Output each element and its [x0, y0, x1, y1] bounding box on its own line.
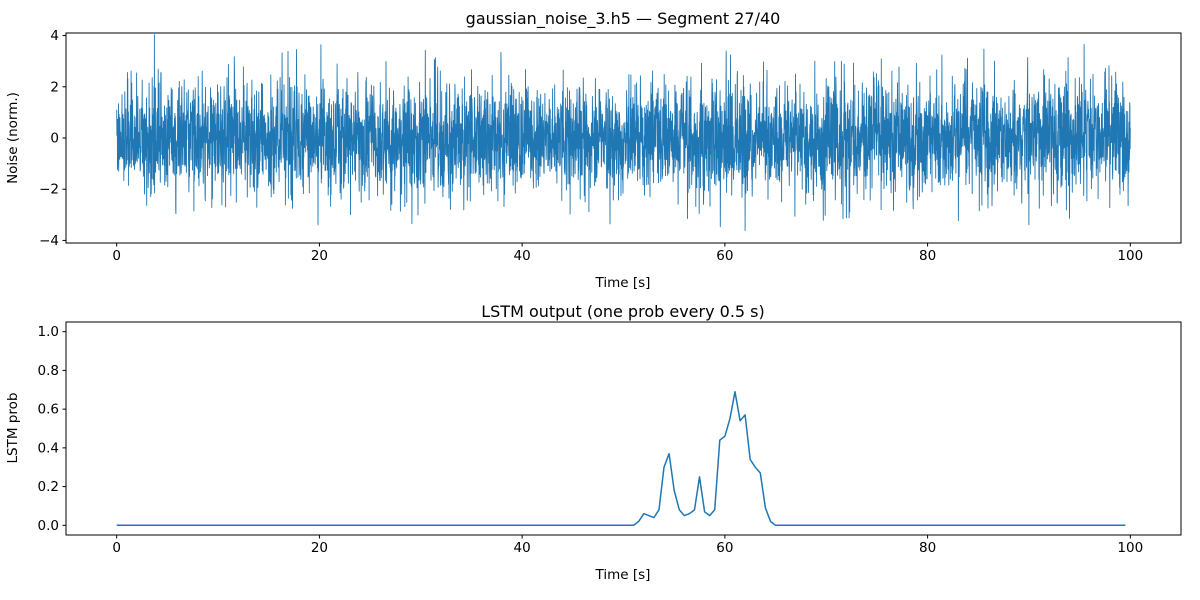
lstm-chart: 0 20 40 60 80 100 0.0 0.2 0.4 0.6 0.8 1.0 LSTM outp… — [5, 302, 1182, 583]
y-tick-label: 0.2 — [38, 479, 59, 495]
noise-chart: 0 20 40 60 80 100 −4 −2 0 2 4 gaussian_noise_3.h5 … — [5, 9, 1182, 291]
y-tick-label: 2 — [50, 79, 59, 95]
lstm-chart-title: LSTM output (one prob every 0.5 s) — [481, 302, 765, 321]
y-tick-label: 0.0 — [38, 518, 59, 534]
x-tick-label: 100 — [1117, 248, 1143, 264]
x-tick-label: 100 — [1117, 540, 1143, 556]
y-tick-label: 4 — [50, 28, 59, 44]
y-tick-label: −2 — [39, 182, 59, 198]
lstm-chart-ylabel: LSTM prob — [5, 393, 21, 464]
x-tick-label: 20 — [311, 248, 328, 264]
noise-signal-line — [116, 34, 1131, 232]
x-tick-label: 60 — [716, 248, 733, 264]
lstm-chart-xlabel: Time [s] — [595, 567, 651, 583]
noise-chart-xlabel: Time [s] — [595, 275, 651, 291]
y-tick-label: 0.4 — [38, 440, 59, 456]
noise-plot-area: 0 20 40 60 80 100 −4 −2 0 2 4 — [39, 28, 1182, 264]
y-tick-label: −4 — [39, 233, 59, 249]
x-tick-label: 80 — [919, 540, 936, 556]
x-tick-label: 60 — [716, 540, 733, 556]
y-tick-label: 0 — [50, 131, 59, 147]
y-tick-label: 1.0 — [38, 324, 59, 340]
lstm-plot-area: 0 20 40 60 80 100 0.0 0.2 0.4 0.6 0.8 1.0 — [38, 321, 1182, 556]
lstm-prob-line — [116, 390, 1126, 527]
plot-frame — [65, 321, 1182, 536]
y-tick-label: 0.8 — [38, 363, 59, 379]
x-tick-label: 20 — [311, 540, 328, 556]
x-tick-label: 40 — [514, 248, 531, 264]
x-tick-label: 0 — [112, 248, 121, 264]
plot-frame — [65, 32, 1182, 244]
y-tick-label: 0.6 — [38, 402, 59, 418]
noise-chart-ylabel: Noise (norm.) — [5, 92, 21, 184]
x-tick-label: 0 — [112, 540, 121, 556]
x-tick-label: 80 — [919, 248, 936, 264]
noise-chart-title: gaussian_noise_3.h5 — Segment 27/40 — [466, 9, 781, 29]
x-tick-label: 40 — [514, 540, 531, 556]
